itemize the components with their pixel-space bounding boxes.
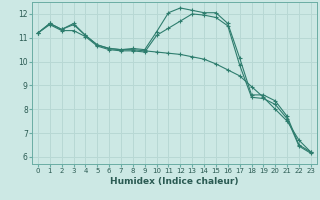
X-axis label: Humidex (Indice chaleur): Humidex (Indice chaleur) bbox=[110, 177, 239, 186]
